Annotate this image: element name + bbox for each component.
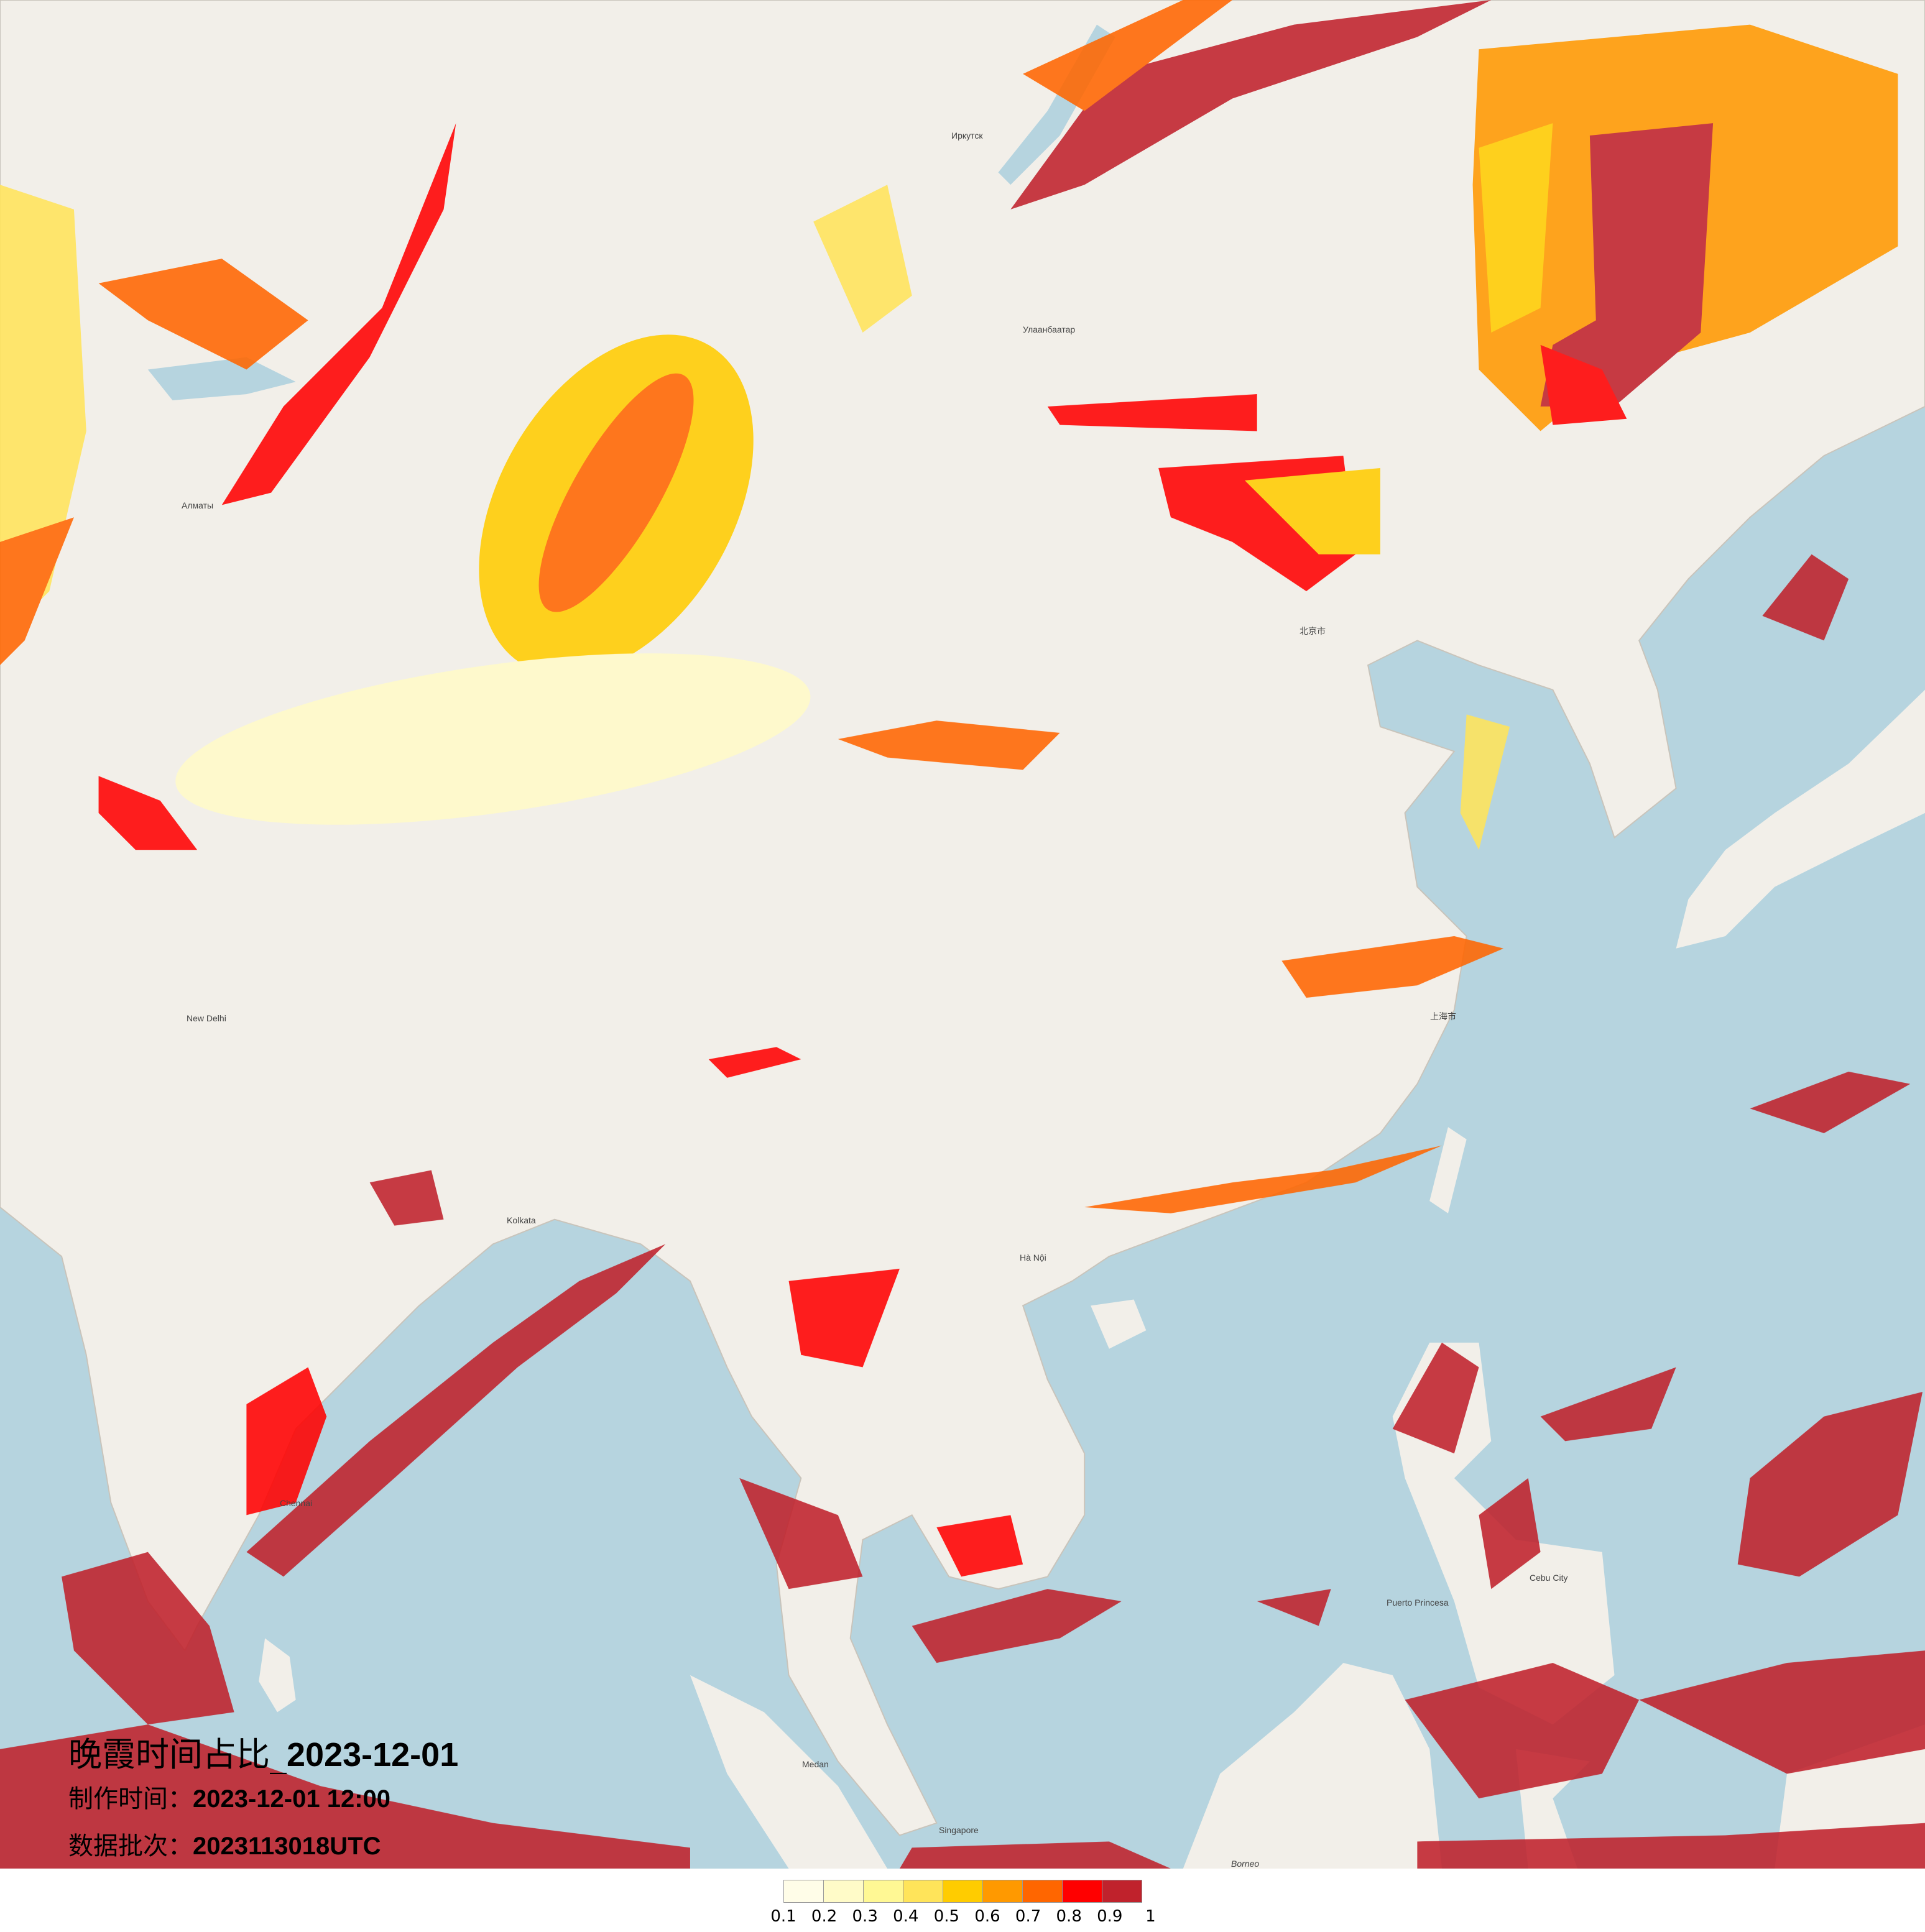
city-label: Chennai [280,1498,313,1508]
legend-swatch [982,1880,1023,1903]
heat-patch [1010,0,1492,209]
heatmap-overlay [0,0,1925,1869]
heat-patch [1023,0,1233,111]
heat-patch [899,1841,1171,1869]
heat-patch [1405,1663,1640,1799]
heat-patch [1479,123,1553,333]
heat-patch [788,1268,900,1368]
made-time-value: 2023-12-01 12:00 [193,1785,391,1813]
hainan [1091,1299,1147,1349]
sri-lanka [259,1638,296,1713]
city-label: 北京市 [1299,626,1326,636]
city-label: Hà Nội [1020,1253,1046,1263]
legend-tick-label: 1 [1145,1907,1156,1926]
japan [1676,689,1925,949]
legend-swatch [863,1880,903,1903]
heat-patch [1417,1823,1925,1869]
title-date: 2023-12-01 [287,1736,459,1773]
heat-patch [0,1724,690,1869]
city-label: Medan [802,1759,829,1769]
city-label: Иркутск [951,131,983,140]
taiwan [1429,1127,1467,1213]
legend-tick-label: 0.1 [770,1907,796,1926]
legend-swatch [1022,1880,1063,1903]
heat-patch [1257,1589,1331,1626]
legend-ticks: 0.1 0.2 0.3 0.4 0.5 0.6 0.7 0.8 0.9 1 [770,1907,1156,1930]
heat-patch [0,517,74,666]
legend-swatch [903,1880,943,1903]
map-title: 晚霞时间占比_2023-12-01 [68,1734,458,1775]
heat-patch [912,1589,1122,1663]
legend-tick-label: 0.5 [933,1907,960,1926]
heat-patch [246,1244,666,1577]
city-label: Алматы [182,500,214,510]
mainland [0,0,1925,1836]
heat-patch [739,1478,863,1589]
legend-tick-label: 0.6 [974,1907,1000,1926]
legend-tick-label: 0.4 [893,1907,919,1926]
map-svg [0,0,1925,1869]
legend-tick-label: 0.7 [1015,1907,1041,1926]
city-label: New Delhi [187,1013,226,1023]
city-label: 上海市 [1430,1011,1456,1021]
city-label: Улаанбаатар [1023,324,1076,334]
city-label: Singapore [939,1825,979,1835]
legend-tick-label: 0.9 [1097,1907,1123,1926]
heat-patch [1392,1342,1479,1454]
heat-patch [98,776,198,850]
made-time: 制作时间：2023-12-01 12:00 [68,1775,458,1823]
heat-patch [1540,123,1714,407]
heat-patch [0,185,86,641]
heat-patch [62,1552,234,1725]
legend-swatch [1102,1880,1142,1903]
heat-patch [1540,1367,1676,1442]
heat-patch [538,373,694,612]
heat-patch [1737,1392,1923,1577]
made-time-label: 制作时间： [68,1785,193,1813]
city-label: Cebu City [1530,1573,1568,1583]
heat-patch [1460,714,1510,850]
heat-patch [1281,936,1504,998]
data-batch-value: 2023113018UTC [193,1833,381,1860]
legend-tick-label: 0.3 [852,1907,878,1926]
heat-patch [1084,1145,1443,1213]
heat-patch [175,653,811,825]
heat-patch [708,1047,801,1078]
title-prefix: 晚霞时间占比_ [68,1735,287,1774]
heat-patch [1244,467,1380,554]
heat-patch [1479,1478,1541,1589]
map-canvas[interactable] [0,0,1925,1869]
data-batch: 数据批次：2023113018UTC [68,1823,458,1870]
legend-swatch [823,1880,864,1903]
title-block: 晚霞时间占比_2023-12-01 制作时间：2023-12-01 12:00 … [68,1734,458,1870]
heat-patch [369,1170,444,1226]
heat-patch [1750,1071,1911,1134]
heat-patch [1047,394,1257,431]
city-label: Kolkata [507,1215,536,1225]
heat-patch [98,259,308,370]
heat-patch [936,1515,1023,1577]
city-label: Borneo [1231,1859,1260,1869]
city-label: Puerto Princesa [1387,1598,1449,1608]
data-batch-label: 数据批次： [68,1832,193,1861]
heat-patch [1762,554,1849,641]
borneo [1183,1663,1443,1869]
heat-patch [1540,344,1627,425]
heat-patch [813,185,912,333]
legend-swatch [943,1880,983,1903]
legend-swatch [783,1880,824,1903]
lake-balkhash [147,357,296,401]
heat-patch [1639,1650,1925,1774]
color-legend [783,1880,1142,1903]
sumatra [690,1675,888,1869]
heat-patch [838,720,1060,770]
legend-tick-label: 0.8 [1056,1907,1082,1926]
legend-tick-label: 0.2 [811,1907,838,1926]
legend-swatch [1062,1880,1102,1903]
heat-patch [246,1367,327,1516]
